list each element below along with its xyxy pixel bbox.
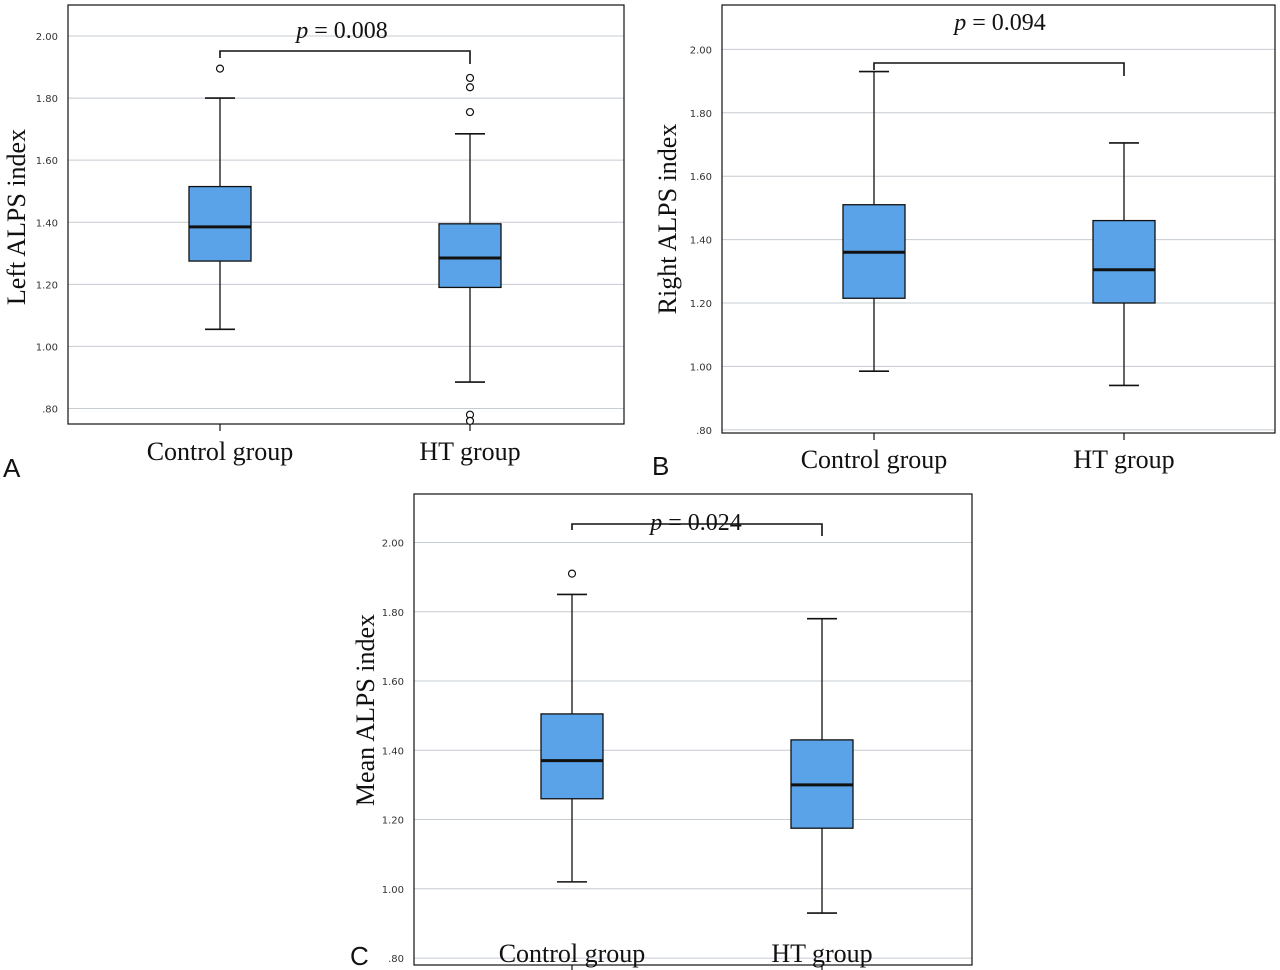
y-tick-label: .80 — [388, 954, 404, 965]
box-control — [540, 569, 604, 883]
p-value-label: p = 0.008 — [294, 18, 388, 44]
y-tick-label: 1.60 — [382, 677, 404, 688]
y-tick-label: 2.00 — [36, 32, 58, 43]
y-tick-label: 1.00 — [382, 885, 404, 896]
panel-c: .80 1.00 1.20 1.40 1.60 1.80 2.00 Mean ALPS ind… — [350, 493, 973, 970]
p-value: = 0.024 — [662, 510, 742, 536]
y-axis-label: Right ALPS index — [653, 124, 682, 315]
y-tick-label: .80 — [42, 404, 58, 415]
panel-a: .80 1.00 1.20 1.40 1.60 1.80 2.00 Left ALPS ind… — [2, 4, 625, 483]
y-tick-label: 1.00 — [36, 342, 58, 353]
box-control — [188, 64, 252, 331]
panel-letter: A — [3, 453, 21, 483]
p-symbol: p — [648, 510, 662, 536]
panel-b: .80 1.00 1.20 1.40 1.60 1.80 2.00 Right ALPS in… — [652, 4, 1276, 481]
plot-frame — [721, 4, 1276, 434]
box-iqr — [540, 713, 604, 800]
y-tick-label: 1.60 — [36, 156, 58, 167]
x-category-label: Control group — [801, 445, 948, 474]
p-value-label: p = 0.094 — [952, 10, 1046, 36]
outlier-point — [465, 73, 475, 83]
x-category-label: HT group — [771, 939, 872, 968]
y-tick-label: 1.20 — [382, 816, 404, 827]
y-tick-label: 2.00 — [690, 45, 712, 56]
y-tick-label: 1.80 — [36, 94, 58, 105]
p-value: = 0.094 — [966, 10, 1046, 36]
p-value-label: p = 0.024 — [648, 510, 742, 536]
y-tick-label: 1.40 — [382, 746, 404, 757]
y-tick-label: .80 — [696, 426, 712, 437]
y-tick-label: 1.80 — [382, 608, 404, 619]
box-iqr — [438, 223, 502, 289]
p-symbol: p — [952, 10, 966, 36]
x-category-label: HT group — [1073, 445, 1174, 474]
box-control — [842, 70, 906, 372]
box-iqr — [188, 185, 252, 262]
y-tick-label: 1.40 — [690, 236, 712, 247]
y-axis-label: Mean ALPS index — [351, 614, 380, 806]
y-tick-label: 1.80 — [690, 109, 712, 120]
panel-letter: C — [350, 941, 369, 970]
x-category-label: Control group — [147, 437, 294, 466]
p-symbol: p — [294, 18, 308, 44]
outlier-point — [465, 107, 475, 117]
outlier-point — [215, 64, 225, 73]
y-tick-label: 2.00 — [382, 538, 404, 549]
plot-frame — [67, 4, 625, 425]
outlier-point — [465, 83, 475, 92]
significance-bracket — [873, 62, 1125, 76]
significance-bracket — [219, 50, 471, 64]
x-category-label: Control group — [499, 939, 646, 968]
outlier-point — [567, 569, 577, 578]
box-ht — [790, 617, 854, 914]
significance-bracket — [571, 523, 823, 536]
outlier-point — [465, 416, 475, 425]
y-tick-label: 1.40 — [36, 218, 58, 229]
y-tick-label: 1.20 — [690, 299, 712, 310]
box-iqr — [1092, 219, 1156, 304]
p-value: = 0.008 — [308, 18, 388, 44]
y-axis-label: Left ALPS index — [2, 129, 31, 305]
box-ht — [1092, 142, 1156, 387]
y-tick-label: 1.60 — [690, 172, 712, 183]
panel-letter: B — [652, 451, 669, 481]
x-category-label: HT group — [419, 437, 520, 466]
y-tick-label: 1.00 — [690, 362, 712, 373]
box-ht — [438, 73, 502, 425]
plot-frame — [413, 493, 973, 966]
y-tick-label: 1.20 — [36, 280, 58, 291]
